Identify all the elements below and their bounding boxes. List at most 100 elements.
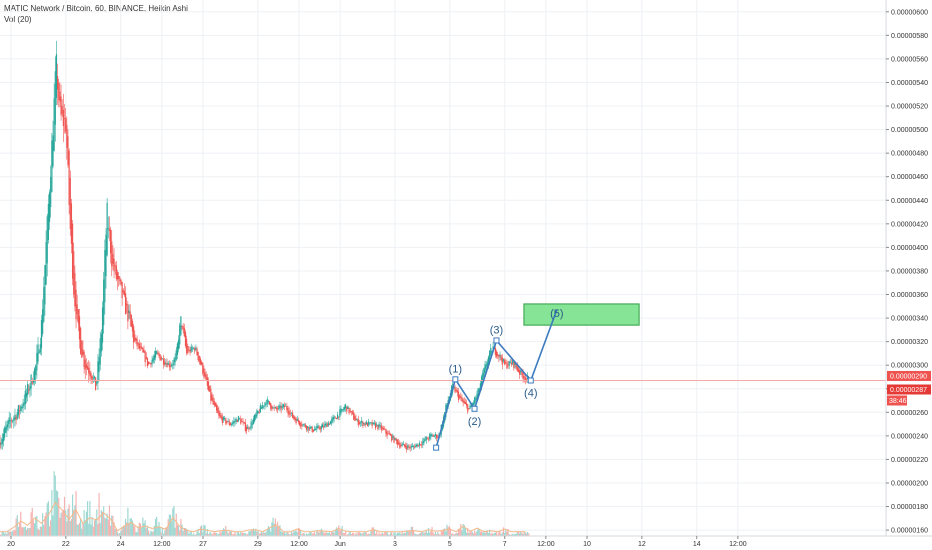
volume-bar <box>516 532 518 536</box>
candle-body <box>437 436 439 438</box>
volume-bar <box>465 532 468 536</box>
volume-bar <box>121 527 123 536</box>
candle-body <box>257 410 259 414</box>
candle-body <box>214 403 217 407</box>
candle-body <box>237 416 240 422</box>
y-tick-label: 0.00000180 <box>891 504 928 511</box>
volume-bar <box>406 531 408 536</box>
candle-body <box>416 443 418 447</box>
candle-body <box>417 444 419 447</box>
candle-body <box>263 405 265 407</box>
y-tick-label: 0.00000360 <box>891 292 928 299</box>
volume-bar <box>214 532 217 536</box>
y-tick-label: 0.00000380 <box>891 268 928 275</box>
volume-bar <box>171 521 173 536</box>
y-tick-label: 0.00000320 <box>891 339 928 346</box>
volume-bar <box>10 531 13 536</box>
volume-bar <box>122 526 124 536</box>
candle-body <box>226 420 228 423</box>
candle-body <box>183 327 185 337</box>
candle-body <box>249 427 251 429</box>
candle-body <box>408 446 410 448</box>
candle-body <box>295 418 297 424</box>
volume-bar <box>288 534 290 536</box>
volume-bar <box>468 532 470 536</box>
candle-body <box>109 229 112 254</box>
candle-body <box>137 342 139 345</box>
volume-bar <box>290 531 293 536</box>
volume-bar <box>317 531 319 536</box>
candle-body <box>491 350 493 352</box>
candle-body <box>483 368 485 378</box>
volume-bar <box>131 520 134 536</box>
candle-body <box>192 347 195 349</box>
candle-body <box>469 405 471 409</box>
volume-bar <box>430 530 432 536</box>
volume-bar <box>176 525 179 536</box>
candle-body <box>366 422 369 427</box>
volume-bar <box>513 534 515 536</box>
candle-body <box>421 444 423 446</box>
volume-bar <box>81 528 83 536</box>
candle-body <box>371 422 373 426</box>
candle-body <box>286 406 288 411</box>
volume-bar <box>474 530 476 536</box>
candle-body <box>302 424 304 426</box>
volume-bar <box>109 525 112 536</box>
candle-body <box>202 363 204 374</box>
volume-bar <box>292 533 294 536</box>
volume-bar <box>25 529 28 536</box>
volume-bar <box>356 533 358 536</box>
candle-body <box>16 412 18 419</box>
candle-body <box>396 439 399 445</box>
volume-bar <box>310 532 312 536</box>
volume-bar <box>215 532 218 536</box>
candle-body <box>18 410 21 412</box>
volume-bar <box>55 490 58 536</box>
candle-body <box>71 223 74 279</box>
candle-body <box>465 403 468 406</box>
volume-bar <box>324 533 326 536</box>
candle-body <box>21 406 23 409</box>
volume-bar <box>255 528 257 536</box>
candle-body <box>161 358 164 360</box>
volume-bar <box>368 533 370 536</box>
candle-body <box>348 407 350 414</box>
volume-bar <box>38 530 40 536</box>
volume-bar <box>118 533 120 536</box>
volume-bar <box>296 532 298 536</box>
candle-body <box>351 411 354 414</box>
target-zone[interactable] <box>523 303 640 326</box>
volume-bar <box>453 534 455 536</box>
volume-bar <box>101 511 104 536</box>
volume-bar <box>248 531 250 536</box>
volume-bar <box>389 532 392 536</box>
time-axis[interactable]: 20 22 24 12:00 27 29 12:00 Jun 3 5 7 12:00 10 12 14 12:… <box>7 536 747 548</box>
price-axis[interactable]: 0.00000600 0.00000580 0.00000560 0.00000540… <box>886 9 928 535</box>
candle-body <box>358 422 361 424</box>
volume-bar <box>84 520 86 536</box>
candle-body <box>385 429 387 434</box>
candle-body <box>490 347 492 356</box>
candle-body <box>244 422 246 431</box>
volume-bar <box>479 531 482 536</box>
candle-body <box>152 357 154 362</box>
volume-bar <box>384 531 386 536</box>
candle-body <box>374 423 377 429</box>
volume-bar <box>441 531 443 536</box>
volume-bar <box>254 530 256 536</box>
candle-body <box>482 372 484 382</box>
last-price-tag: 0.00000290 <box>887 370 931 381</box>
volume-bar <box>30 512 32 536</box>
volume-bar <box>490 533 492 536</box>
volume-bar <box>225 525 227 536</box>
candle-body <box>146 357 149 367</box>
candle-body <box>324 424 326 427</box>
candle-body <box>260 407 263 409</box>
volume-bar <box>305 533 308 536</box>
elliott-wave-drawing[interactable]: (1) (2) (3) (4) (5) <box>433 308 564 451</box>
volume-bar <box>95 519 97 536</box>
candle-body <box>264 402 266 407</box>
volume-bar <box>307 534 309 536</box>
